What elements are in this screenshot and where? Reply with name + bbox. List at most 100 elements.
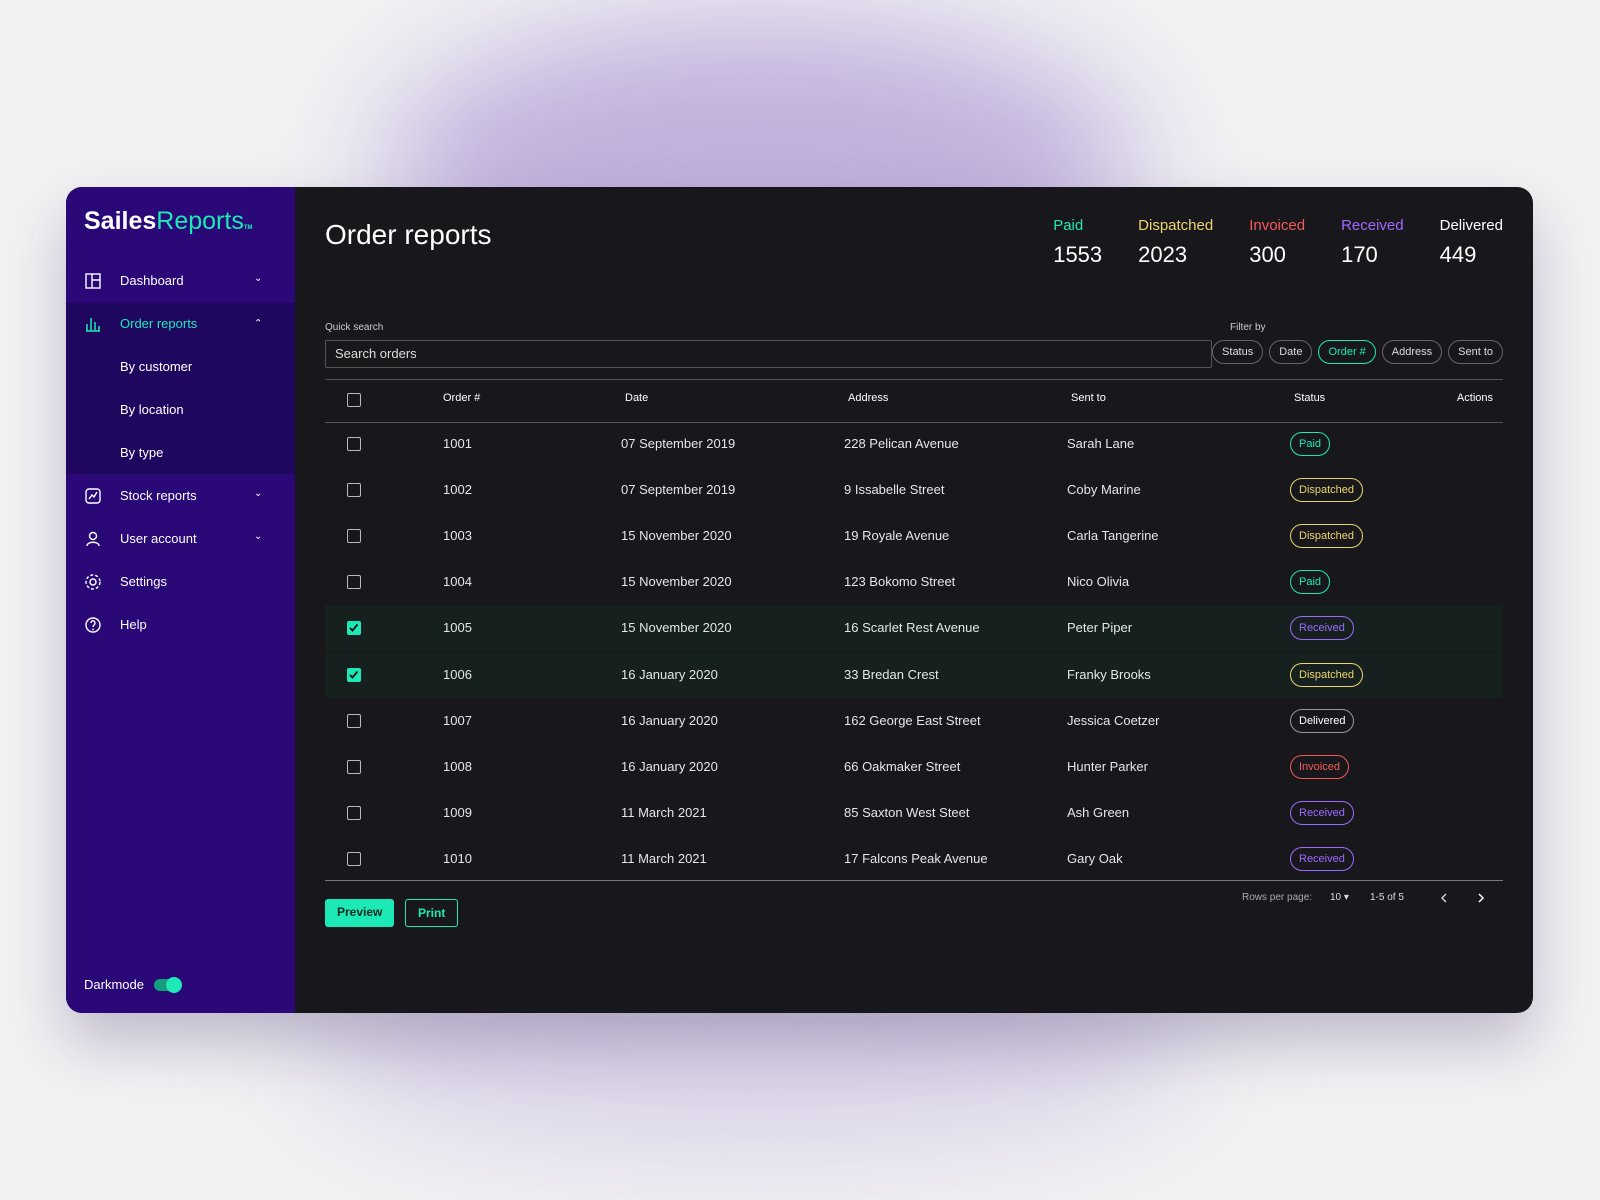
nav-chevron[interactable]: ⌄ xyxy=(254,316,263,327)
nav-item[interactable]: Order reports xyxy=(120,316,198,331)
action-button[interactable]: Print xyxy=(405,899,459,927)
nav-item[interactable]: Help xyxy=(120,617,147,632)
table-cell: Coby Marine xyxy=(1067,482,1141,498)
checkmark xyxy=(349,670,359,679)
nav-item[interactable]: Settings xyxy=(120,574,167,589)
stat-label: Dispatched xyxy=(1138,217,1214,234)
darkmode-label: Darkmode xyxy=(84,977,144,992)
status-badge: Dispatched xyxy=(1290,662,1364,687)
filter-chip[interactable]: Date xyxy=(1269,340,1313,364)
checkbox[interactable] xyxy=(347,575,361,590)
nav-icon xyxy=(86,318,100,332)
nav-icon xyxy=(85,273,101,289)
nav-chevron[interactable]: ⌄ xyxy=(254,531,263,542)
nav-chevron[interactable]: ⌄ xyxy=(254,273,263,284)
stat-value: 449 xyxy=(1439,242,1477,267)
order-number: 1003 xyxy=(443,528,472,544)
table-cell: Peter Piper xyxy=(1067,620,1133,636)
checkbox[interactable] xyxy=(347,529,361,544)
table-cell: Hunter Parker xyxy=(1067,758,1148,774)
stat-value: 300 xyxy=(1249,242,1286,267)
page-range: 1-5 of 5 xyxy=(1370,892,1404,903)
filter-chip[interactable]: Address xyxy=(1381,340,1443,364)
order-number: 1002 xyxy=(443,482,472,498)
checkbox[interactable] xyxy=(347,851,361,866)
table-cell: 123 Bokomo Street xyxy=(844,574,956,590)
table-cell: Ash Green xyxy=(1067,804,1130,820)
filter-chip[interactable]: Status xyxy=(1212,340,1264,364)
action-button[interactable]: Preview xyxy=(325,899,395,927)
status-badge: Received xyxy=(1290,800,1354,825)
row-highlight xyxy=(325,605,1503,652)
table-cell: 162 George East Street xyxy=(844,712,981,728)
submenu-bg xyxy=(66,303,295,474)
table-cell: Carla Tangerine xyxy=(1067,528,1159,544)
table-cell: Nico Olivia xyxy=(1067,574,1130,590)
stat-label: Received xyxy=(1341,217,1404,234)
checkbox[interactable] xyxy=(347,483,361,498)
divider xyxy=(325,379,1503,380)
next-page[interactable] xyxy=(1475,891,1487,905)
checkbox[interactable] xyxy=(347,759,361,774)
order-number: 1004 xyxy=(443,574,472,590)
order-number: 1008 xyxy=(443,758,472,774)
search-input[interactable]: Search orders xyxy=(325,340,1212,368)
nav-item[interactable]: User account xyxy=(120,531,197,546)
checkbox[interactable] xyxy=(347,713,361,728)
filter-label: Filter by xyxy=(1230,322,1266,333)
column-header: Actions xyxy=(1456,392,1493,404)
stat-label: Delivered xyxy=(1439,217,1503,234)
table-cell: 11 March 2021 xyxy=(621,850,707,866)
nav-subitem[interactable]: By location xyxy=(120,402,184,417)
column-header: Address xyxy=(848,392,889,404)
row-highlight xyxy=(325,651,1503,698)
nav-icon xyxy=(85,574,101,590)
status-badge: Received xyxy=(1290,616,1354,641)
nav-item[interactable]: Dashboard xyxy=(120,273,184,288)
rows-select[interactable]: 10 ▾ xyxy=(1330,892,1349,903)
table-cell: 07 September 2019 xyxy=(621,436,736,451)
table-cell: 15 November 2020 xyxy=(621,528,732,544)
nav-item[interactable]: Stock reports xyxy=(120,488,197,503)
darkmode-toggle[interactable] xyxy=(154,977,182,993)
status-badge: Invoiced xyxy=(1290,754,1349,779)
status-badge: Dispatched xyxy=(1290,478,1364,503)
filter-chip[interactable]: Sent to xyxy=(1448,340,1503,364)
stat-label: Invoiced xyxy=(1249,217,1306,234)
divider xyxy=(325,880,1503,881)
checkbox[interactable] xyxy=(347,805,361,820)
checkbox[interactable] xyxy=(347,667,361,682)
order-number: 1001 xyxy=(443,436,472,451)
column-header: Date xyxy=(625,392,649,404)
order-number: 1009 xyxy=(443,804,472,820)
column-header: Sent to xyxy=(1071,392,1106,404)
stat-label: Paid xyxy=(1053,217,1084,234)
stat: Paid 1553 xyxy=(1053,217,1102,268)
table-cell: 85 Saxton West Steet xyxy=(844,804,970,820)
nav-subitem[interactable]: By type xyxy=(120,445,164,460)
checkbox[interactable] xyxy=(347,621,361,636)
table-cell: 9 Issabelle Street xyxy=(844,482,945,498)
nav-subitem[interactable]: By customer xyxy=(120,359,193,374)
logo-accent: Reports xyxy=(156,207,244,235)
checkbox[interactable] xyxy=(347,393,361,407)
stat-value: 2023 xyxy=(1138,242,1188,267)
table-cell: 15 November 2020 xyxy=(621,574,732,590)
filter-chip[interactable]: Order # xyxy=(1318,340,1376,364)
page-title: Order reports xyxy=(325,219,492,250)
checkbox[interactable] xyxy=(347,437,361,451)
filter-chips: Status Date Order # Address Sent to xyxy=(1206,340,1503,364)
sidebar: SailesReportsTM Dashboard ⌄ Order reports ⌄… xyxy=(66,187,295,1013)
status-badge: Received xyxy=(1290,846,1354,871)
logo-mark: TM xyxy=(243,225,253,231)
prev-page[interactable] xyxy=(1438,891,1450,905)
rows-label: Rows per page: xyxy=(1242,892,1313,903)
rows-value: 10 xyxy=(1330,892,1342,903)
logo-name: Sailes xyxy=(84,207,157,235)
order-number: 1006 xyxy=(443,666,472,682)
nav-chevron[interactable]: ⌄ xyxy=(254,488,263,499)
column-header: Status xyxy=(1294,392,1326,404)
table-cell: 66 Oakmaker Street xyxy=(844,758,961,774)
logo: SailesReportsTM xyxy=(84,207,253,236)
